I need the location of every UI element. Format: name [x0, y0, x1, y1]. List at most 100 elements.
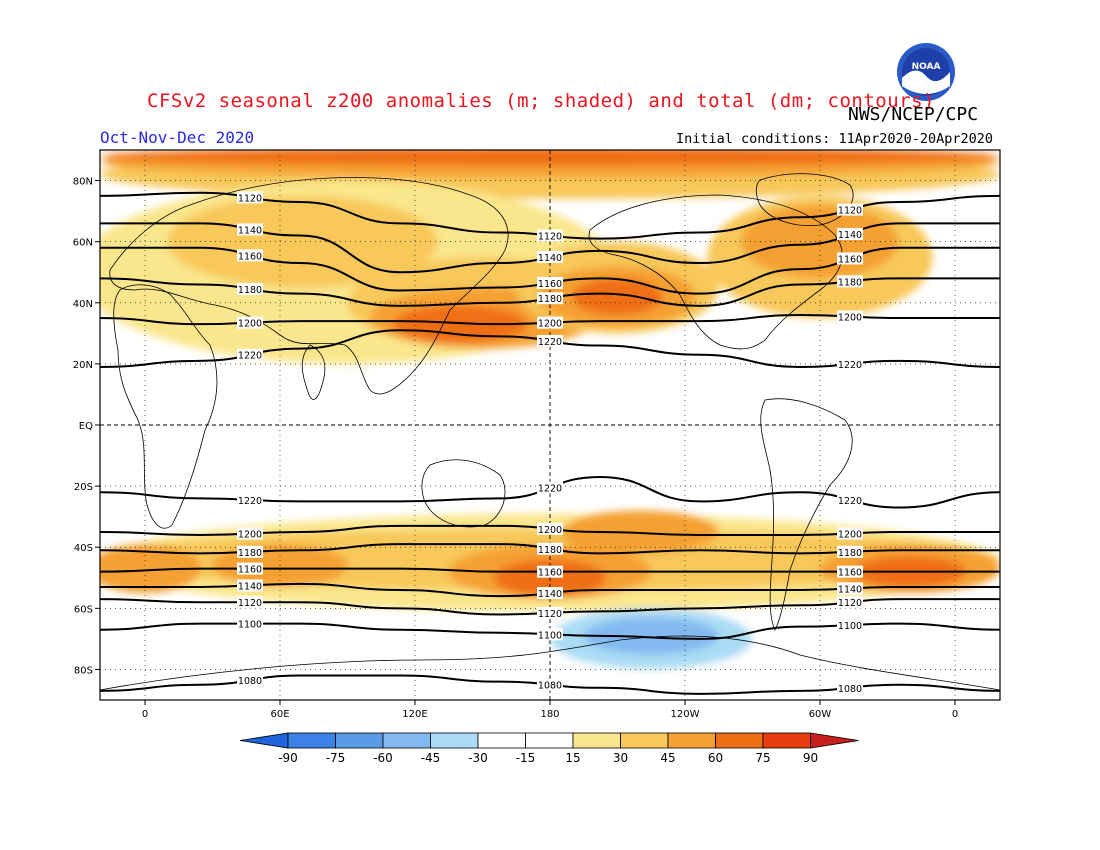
coastlines [100, 173, 1000, 691]
contour-label-box [237, 674, 263, 687]
contour-label: 1200 [238, 319, 262, 330]
contour-label-box [237, 283, 263, 296]
contour-label: 1180 [538, 294, 562, 305]
contour-label: 1160 [538, 568, 562, 579]
contour-label-box [837, 681, 863, 694]
colorbar-label: 45 [660, 751, 675, 765]
anomaly-blob [572, 278, 663, 315]
contour-label: 1220 [238, 351, 262, 362]
contour-label-box [837, 565, 863, 578]
contour-label-box [837, 203, 863, 216]
contour-label-box [837, 596, 863, 609]
contour-label: 1160 [838, 254, 862, 265]
contour-label: 1080 [538, 681, 562, 692]
contour-label: 1140 [538, 253, 562, 264]
season-label: Oct-Nov-Dec 2020 [100, 128, 255, 147]
contour-label-box [537, 522, 563, 535]
colorbar-label: -45 [421, 751, 441, 765]
contour-label-box [537, 316, 563, 329]
colorbar-box [382, 732, 431, 749]
lat-label: 20N [73, 360, 93, 371]
colorbar-box [715, 732, 764, 749]
contour-label: 1120 [838, 598, 862, 609]
contour-label: 1160 [538, 279, 562, 290]
india-outline [301, 344, 326, 400]
colorbar-arrow-low [239, 732, 289, 749]
colorbar-label: -30 [468, 751, 488, 765]
lon-label: 120E [402, 709, 427, 720]
contour-label: 1160 [238, 251, 262, 262]
contour-label: 1120 [238, 598, 262, 609]
colorbar-box [525, 732, 574, 749]
contour-label-box [237, 493, 263, 506]
greenland-outline [755, 173, 854, 226]
contour-label: 1200 [238, 529, 262, 540]
colorbar-box [762, 732, 811, 749]
colorbar-box [477, 732, 526, 749]
contour-label: 1080 [838, 684, 862, 695]
agency-label: NWS/NCEP/CPC [848, 104, 979, 125]
contour-label-box [237, 223, 263, 236]
contour-label: 1200 [838, 529, 862, 540]
contour-label-box [837, 493, 863, 506]
contour-label: 1180 [538, 545, 562, 556]
contour-label-box [237, 348, 263, 361]
colorbar-label: -60 [373, 751, 393, 765]
colorbar: -90 -75 -60 -45 -30 -15 15 30 45 60 75 90 [239, 732, 859, 765]
contour-label-box [237, 579, 263, 592]
south-america-outline [760, 398, 853, 631]
contour-label-box [837, 582, 863, 595]
chart-title: CFSv2 seasonal z200 anomalies (m; shaded… [147, 90, 935, 112]
antarctica-outline [100, 635, 1000, 691]
contour-label: 1120 [538, 232, 562, 243]
contour-label-box [537, 542, 563, 555]
contour-label-box [837, 619, 863, 632]
contour-label-box [537, 628, 563, 641]
contour-label: 1220 [538, 337, 562, 348]
contour-label: 1180 [238, 285, 262, 296]
contour-label: 1100 [238, 620, 262, 631]
contour-label-box [537, 229, 563, 242]
contour-label-box [237, 562, 263, 575]
contour-label: 1120 [238, 193, 262, 204]
anomaly-blob [100, 544, 202, 594]
contour-label: 1140 [238, 225, 262, 236]
contour-label: 1080 [238, 676, 262, 687]
contour-label-box [237, 191, 263, 204]
contour-label-box [537, 606, 563, 619]
contour-label: 1160 [838, 568, 862, 579]
contour-label: 1140 [838, 230, 862, 241]
contour-label-box [837, 310, 863, 323]
contour-label-box [537, 334, 563, 347]
contour-label: 1220 [838, 360, 862, 371]
contour-label-box [537, 292, 563, 305]
noaa-logo: NOAA [896, 42, 956, 102]
contour-label: 1220 [838, 496, 862, 507]
anomaly-blob [624, 449, 679, 474]
contour-label: 1220 [238, 496, 262, 507]
colorbar-box [430, 732, 479, 749]
contour-label-box [537, 678, 563, 691]
lat-label: 40N [73, 299, 93, 310]
contour-label-box [237, 316, 263, 329]
contour-label: 1100 [838, 621, 862, 632]
lon-label: 120W [671, 709, 700, 720]
contour-label: 1200 [538, 525, 562, 536]
contour-label: 1180 [238, 548, 262, 559]
lat-label: 80S [74, 665, 93, 676]
contour-label: 1140 [538, 589, 562, 600]
lat-label: 60S [74, 604, 93, 615]
height-contours: 1120 1120 1120 1140 1140 1140 1160 1160 1160 1180… [100, 191, 1000, 695]
contour-label: 1180 [838, 277, 862, 288]
colorbar-label: -75 [326, 751, 346, 765]
colorbar-label: 30 [613, 751, 628, 765]
lon-label: 60W [809, 709, 832, 720]
axis-labels: 80N 60N 40N 20N EQ 20S 40S 60S 80S 0 60E 120E 180 120… [73, 177, 958, 720]
contour-label: 1100 [538, 630, 562, 641]
colorbar-box [335, 732, 384, 749]
contour-label: 1200 [838, 313, 862, 324]
contour-label-box [237, 596, 263, 609]
north-america-outline [588, 194, 843, 350]
lat-label: EQ [79, 421, 93, 432]
